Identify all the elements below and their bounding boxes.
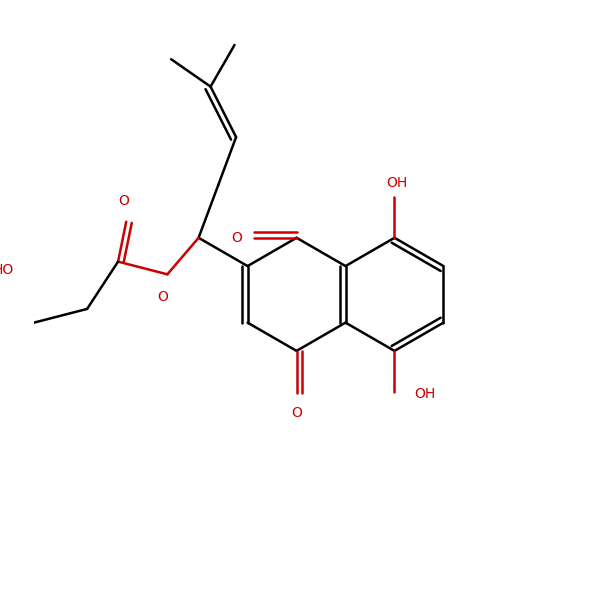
Text: OH: OH (414, 388, 436, 401)
Text: O: O (291, 406, 302, 420)
Text: O: O (118, 194, 129, 208)
Text: OH: OH (386, 176, 408, 190)
Text: O: O (157, 290, 168, 304)
Text: O: O (231, 231, 242, 245)
Text: HO: HO (0, 263, 14, 277)
